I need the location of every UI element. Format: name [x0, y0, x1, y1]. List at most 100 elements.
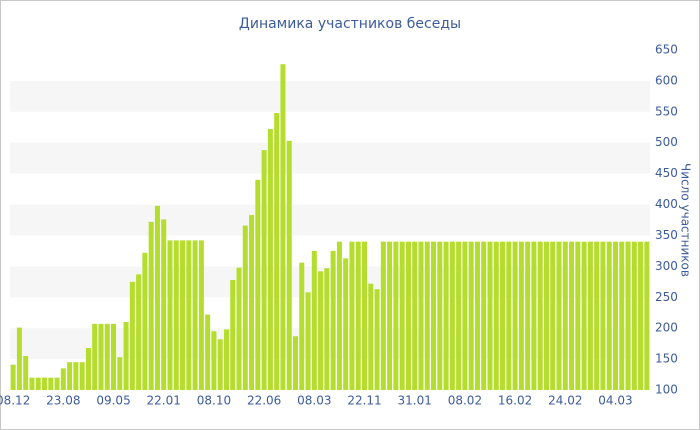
bar: [481, 241, 487, 390]
bar: [167, 240, 173, 390]
bar: [92, 323, 98, 390]
bar: [612, 241, 618, 390]
bar: [487, 241, 493, 390]
x-tick-label: 22.01: [147, 394, 181, 408]
bar: [148, 221, 154, 390]
bar: [42, 377, 48, 390]
x-tick-label: 24.02: [548, 394, 582, 408]
bar: [330, 250, 336, 390]
y-tick-label: 650: [655, 43, 678, 57]
bar: [286, 140, 292, 390]
bar: [625, 241, 631, 390]
bar: [211, 331, 217, 390]
bar: [230, 279, 236, 390]
bar: [249, 215, 255, 390]
y-tick-label: 250: [655, 290, 678, 304]
bar: [531, 241, 537, 390]
bar: [29, 377, 35, 390]
bar: [518, 241, 524, 390]
bar: [500, 241, 506, 390]
bar: [129, 281, 135, 390]
bar: [192, 240, 198, 390]
bar: [362, 241, 368, 390]
bar: [73, 362, 79, 390]
bar: [23, 356, 29, 390]
bar: [543, 241, 549, 390]
bar: [161, 219, 167, 390]
grid-band: [10, 80, 650, 112]
bar: [644, 241, 650, 390]
bar: [311, 250, 317, 390]
bar: [217, 339, 223, 390]
bar: [292, 336, 298, 390]
bar: [299, 262, 305, 390]
bar: [242, 225, 248, 390]
x-tick-label: 09.05: [96, 394, 130, 408]
bar: [274, 113, 280, 391]
grid-band: [10, 204, 650, 236]
bar: [280, 64, 286, 390]
bar: [587, 241, 593, 390]
y-tick-label: 150: [655, 352, 678, 366]
bar: [104, 323, 110, 390]
bar: [205, 314, 211, 390]
bar: [575, 241, 581, 390]
x-tick-label: 22.06: [247, 394, 281, 408]
bar: [399, 241, 405, 390]
bar: [123, 322, 129, 390]
bar: [324, 268, 330, 390]
bar: [349, 241, 355, 390]
y-axis-title: Число участников: [679, 163, 693, 277]
bar: [550, 241, 556, 390]
bar: [48, 377, 54, 390]
y-tick-label: 450: [655, 166, 678, 180]
bar: [223, 329, 229, 390]
bar: [537, 241, 543, 390]
bar: [437, 241, 443, 390]
y-tick-label: 300: [655, 259, 678, 273]
y-tick-label: 500: [655, 135, 678, 149]
bar: [261, 150, 267, 390]
bar: [16, 327, 22, 390]
y-tick-label: 200: [655, 321, 678, 335]
bar: [456, 241, 462, 390]
bar: [474, 241, 480, 390]
x-tick-label: 08.12: [0, 394, 30, 408]
bar: [355, 241, 361, 390]
bar: [35, 377, 41, 390]
x-tick-label: 23.08: [46, 394, 80, 408]
bar: [305, 292, 311, 390]
x-tick-label: 16.02: [498, 394, 532, 408]
bar: [67, 362, 73, 390]
bar: [569, 241, 575, 390]
bar: [343, 258, 349, 390]
y-tick-label: 100: [655, 383, 678, 397]
y-tick-label: 350: [655, 228, 678, 242]
bar: [186, 240, 192, 390]
bar: [173, 240, 179, 390]
bar: [619, 241, 625, 390]
bar: [154, 205, 160, 390]
bar: [98, 323, 104, 390]
bar: [336, 241, 342, 390]
bar: [54, 377, 60, 390]
bar: [85, 347, 91, 390]
bar: [562, 241, 568, 390]
grid-band: [10, 266, 650, 298]
bar: [556, 241, 562, 390]
x-tick-label: 04.03: [598, 394, 632, 408]
bar: [424, 241, 430, 390]
y-tick-label: 550: [655, 104, 678, 118]
bar: [393, 241, 399, 390]
bar: [462, 241, 468, 390]
bar: [506, 241, 512, 390]
bar: [236, 267, 242, 390]
x-tick-label: 31.01: [398, 394, 432, 408]
y-tick-label: 400: [655, 197, 678, 211]
bar: [443, 241, 449, 390]
bar: [318, 271, 324, 390]
bar: [255, 179, 261, 390]
grid-band: [10, 142, 650, 174]
bar: [493, 241, 499, 390]
